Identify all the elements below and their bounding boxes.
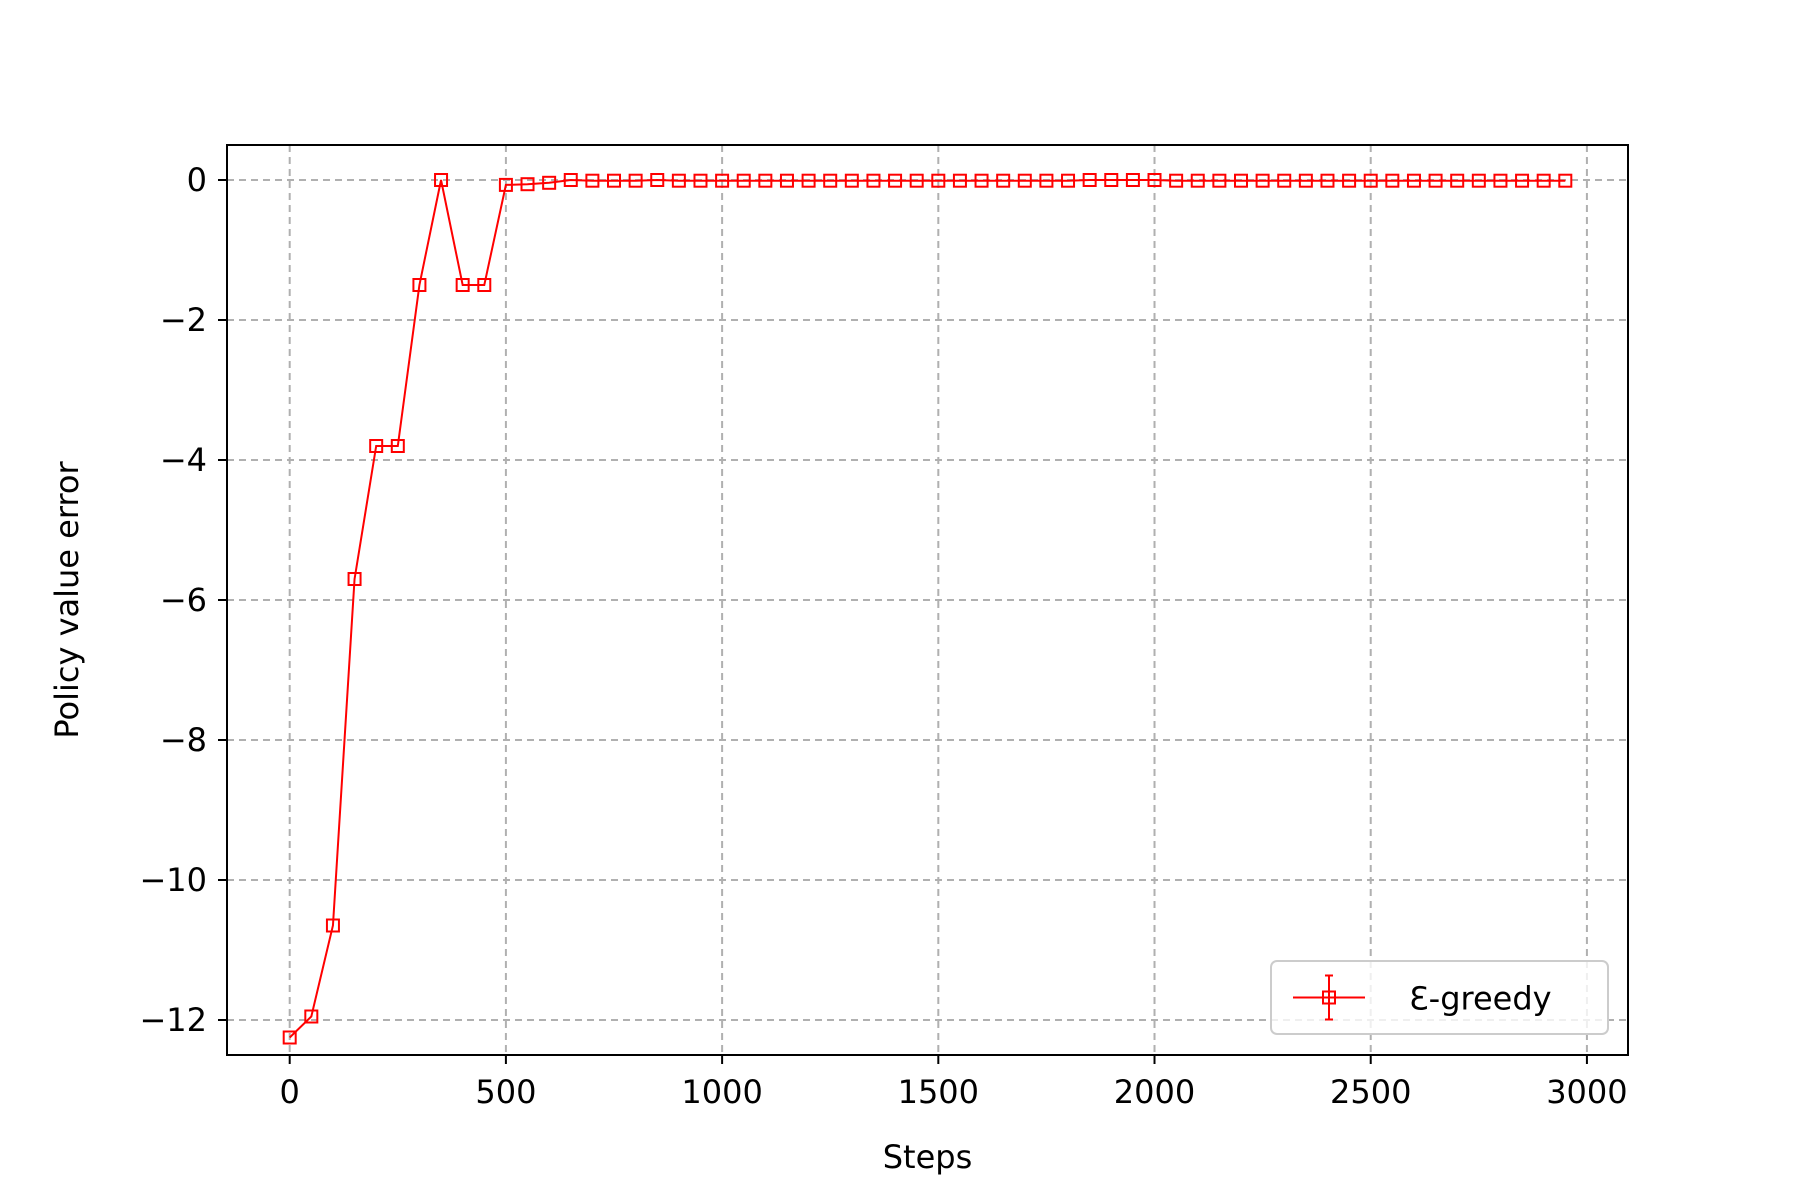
- data-point: [974, 173, 989, 188]
- data-point: [866, 173, 881, 188]
- data-point: [1125, 173, 1140, 187]
- data-point: [1190, 173, 1205, 188]
- data-point: [823, 173, 838, 188]
- data-point: [347, 572, 362, 586]
- data-point: [1536, 173, 1551, 188]
- data-point: [1428, 173, 1443, 188]
- y-axis-label: Policy value error: [48, 461, 86, 739]
- data-point: [1082, 173, 1097, 187]
- data-point: [1515, 173, 1530, 188]
- data-point: [477, 278, 492, 292]
- data-point: [369, 439, 384, 453]
- data-point: [282, 1030, 297, 1045]
- y-tick-label: 0: [187, 161, 207, 199]
- data-point: [952, 173, 967, 188]
- x-tick-label: 500: [475, 1073, 536, 1111]
- data-point: [736, 173, 751, 188]
- data-point: [888, 173, 903, 188]
- data-point: [650, 173, 665, 187]
- data-point: [1233, 173, 1248, 188]
- x-tick-label: 3000: [1546, 1073, 1627, 1111]
- y-tick-label: −2: [160, 301, 207, 339]
- y-tick-label: −10: [139, 861, 207, 899]
- legend: Ɛ-greedy: [1270, 960, 1609, 1035]
- data-point: [1277, 173, 1292, 188]
- data-point: [1017, 173, 1032, 188]
- data-point: [1039, 173, 1054, 188]
- data-point: [607, 173, 622, 188]
- data-point: [1255, 173, 1270, 188]
- data-point: [996, 173, 1011, 188]
- x-axis-ticks: 0 500 1000 1500 2000 2500 3000: [280, 1055, 1628, 1111]
- data-point: [390, 439, 405, 453]
- data-point: [1450, 173, 1465, 188]
- data-point: [1363, 173, 1378, 188]
- data-point: [801, 173, 816, 188]
- data-point: [779, 173, 794, 188]
- data-point: [1169, 173, 1184, 188]
- legend-marker: [1322, 990, 1336, 1005]
- data-point: [412, 278, 427, 292]
- data-point: [304, 1009, 319, 1024]
- data-point: [1406, 173, 1421, 188]
- data-point: [671, 173, 686, 188]
- x-tick-label: 1500: [898, 1073, 979, 1111]
- data-point: [1212, 173, 1227, 188]
- data-point: [1061, 173, 1076, 188]
- data-point: [498, 177, 513, 192]
- y-tick-label: −6: [160, 581, 207, 619]
- data-point: [1298, 173, 1313, 188]
- data-point: [909, 173, 924, 188]
- data-point: [628, 173, 643, 188]
- data-point: [1493, 173, 1508, 188]
- y-tick-label: −12: [139, 1001, 207, 1039]
- data-point: [758, 173, 773, 188]
- legend-series-handle: [1293, 974, 1365, 1021]
- plot-frame: [226, 144, 1629, 1056]
- data-point: [542, 175, 557, 190]
- data-point: [1320, 173, 1335, 188]
- grid: [227, 145, 1628, 1055]
- data-point: [931, 173, 946, 188]
- data-point: [434, 173, 449, 187]
- data-point: [1342, 173, 1357, 188]
- y-tick-label: −8: [160, 721, 207, 759]
- legend-series-label: Ɛ-greedy: [1409, 980, 1552, 1018]
- data-point: [1147, 173, 1162, 187]
- legend-box: [1270, 960, 1609, 1035]
- data-point: [715, 173, 730, 188]
- data-point: [325, 918, 340, 933]
- data-point: [844, 173, 859, 188]
- x-axis-label: Steps: [883, 1138, 973, 1176]
- data-point: [455, 278, 470, 292]
- x-tick-label: 2000: [1114, 1073, 1195, 1111]
- series-line: [289, 178, 1566, 1039]
- data-point: [563, 173, 578, 187]
- y-axis-ticks: 0 −2 −4 −6 −8 −10 −12: [139, 161, 227, 1039]
- x-tick-label: 0: [280, 1073, 300, 1111]
- series-layer: [282, 173, 1573, 1045]
- data-point: [585, 173, 600, 188]
- data-point: [1558, 173, 1573, 188]
- data-point: [693, 173, 708, 188]
- data-point: [1385, 173, 1400, 188]
- x-tick-label: 1000: [681, 1073, 762, 1111]
- x-tick-label: 2500: [1330, 1073, 1411, 1111]
- y-tick-label: −4: [160, 441, 207, 479]
- data-point: [520, 177, 535, 192]
- data-point: [1104, 173, 1119, 187]
- data-point: [1471, 173, 1486, 188]
